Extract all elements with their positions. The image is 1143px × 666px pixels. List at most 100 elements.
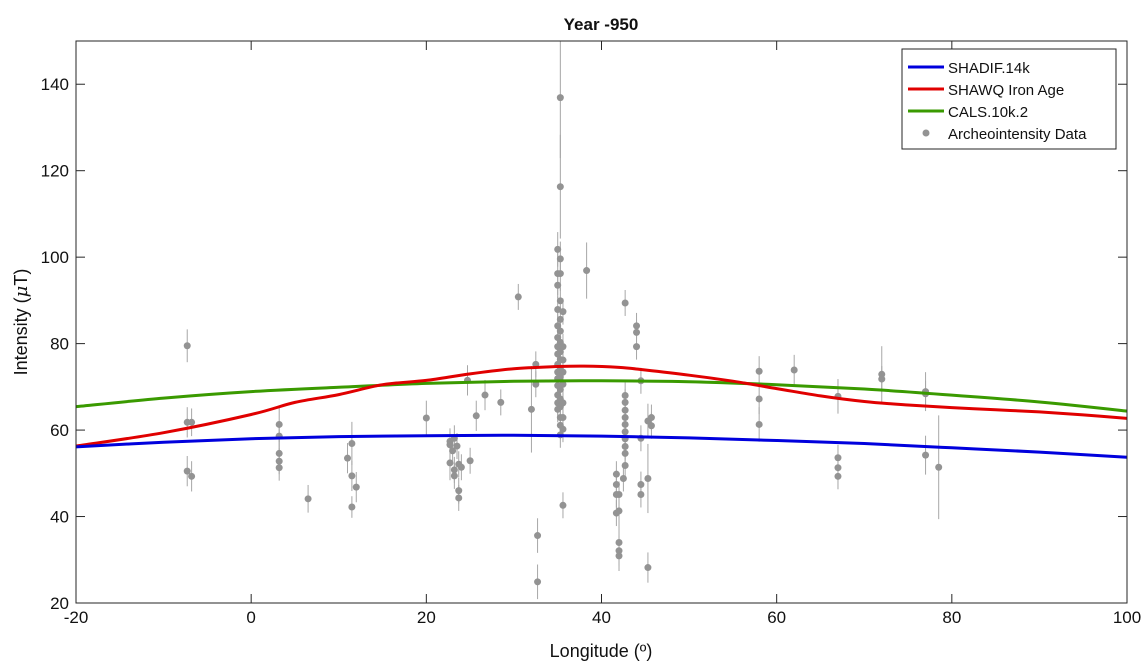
- y-tick-label: 80: [50, 335, 69, 354]
- tick-layer: -20 0 20 40 60 80 100 20 40 60 80 100 120 140: [41, 41, 1141, 627]
- data-point: [554, 245, 562, 253]
- data-point: [559, 414, 567, 422]
- y-axis-label-prefix: Intensity (: [11, 297, 31, 375]
- data-point: [559, 356, 567, 364]
- data-point: [304, 495, 312, 503]
- data-point: [615, 547, 623, 555]
- data-point: [755, 367, 763, 375]
- data-point: [534, 532, 542, 540]
- data-point: [615, 490, 623, 498]
- data-point: [275, 449, 283, 457]
- legend: SHADIF.14k SHAWQ Iron Age CALS.10k.2 Arc…: [901, 48, 1117, 150]
- x-tick-label: 20: [417, 608, 436, 627]
- data-point: [559, 399, 567, 407]
- data-point: [556, 270, 564, 278]
- data-point: [352, 483, 360, 491]
- model-curve-cals: [75, 379, 1128, 413]
- data-point: [481, 391, 489, 399]
- data-point: [621, 443, 629, 451]
- data-point: [619, 474, 627, 482]
- data-point: [633, 328, 641, 336]
- y-tick-label: 40: [50, 508, 69, 527]
- y-tick-label: 140: [41, 75, 69, 94]
- data-point: [621, 414, 629, 422]
- data-point: [455, 487, 463, 495]
- data-point: [450, 466, 458, 474]
- data-point: [497, 398, 505, 406]
- data-point: [556, 183, 564, 191]
- legend-label-shadif: SHADIF.14k: [948, 60, 1030, 77]
- data-point: [834, 464, 842, 472]
- data-point: [621, 449, 629, 457]
- data-point: [534, 578, 542, 586]
- data-point: [834, 454, 842, 462]
- data-point: [583, 267, 591, 275]
- data-point: [559, 368, 567, 376]
- x-tick-label: 100: [1113, 608, 1141, 627]
- data-point: [612, 470, 620, 478]
- data-point: [457, 463, 465, 471]
- data-point: [344, 454, 352, 462]
- data-point: [348, 472, 356, 480]
- y-axis-label-suffix: T): [11, 269, 31, 286]
- data-point: [450, 472, 458, 480]
- data-point: [348, 503, 356, 511]
- data-point: [621, 428, 629, 436]
- data-point: [188, 418, 196, 426]
- data-point: [790, 366, 798, 374]
- legend-swatch-data: [922, 129, 930, 137]
- data-point: [935, 463, 943, 471]
- chart-title: Year -950: [564, 15, 639, 34]
- data-point: [348, 439, 356, 447]
- data-point: [446, 459, 454, 467]
- data-point: [183, 342, 191, 350]
- data-point: [834, 472, 842, 480]
- data-point: [615, 538, 623, 546]
- model-curve-layer: [75, 364, 1128, 459]
- y-tick-label: 20: [50, 594, 69, 613]
- y-tick-label: 60: [50, 421, 69, 440]
- data-point: [559, 343, 567, 351]
- y-axis-label-mu: μ: [11, 286, 32, 298]
- x-tick-label: 0: [246, 608, 255, 627]
- data-point: [527, 405, 535, 413]
- data-point: [559, 501, 567, 509]
- data-point: [621, 299, 629, 307]
- data-point: [559, 380, 567, 388]
- legend-label-shawq: SHAWQ Iron Age: [948, 82, 1064, 99]
- data-point: [554, 281, 562, 289]
- data-point: [188, 472, 196, 480]
- data-point: [644, 474, 652, 482]
- data-point: [556, 255, 564, 263]
- data-point: [878, 375, 886, 383]
- x-tick-label: 60: [767, 608, 786, 627]
- data-point: [556, 327, 564, 335]
- data-point: [621, 391, 629, 399]
- data-point: [644, 564, 652, 572]
- legend-label-cals: CALS.10k.2: [948, 104, 1028, 121]
- data-point: [647, 414, 655, 422]
- data-point: [422, 414, 430, 422]
- data-point: [556, 348, 564, 356]
- x-axis-label: Longitude (º): [550, 641, 653, 661]
- data-point: [554, 322, 562, 330]
- data-point: [621, 398, 629, 406]
- data-point: [647, 422, 655, 430]
- data-point: [612, 481, 620, 489]
- x-tick-label: 40: [592, 608, 611, 627]
- legend-label-data: Archeointensity Data: [948, 126, 1087, 143]
- data-point: [556, 297, 564, 305]
- data-point: [633, 322, 641, 330]
- data-point: [466, 457, 474, 465]
- data-point: [449, 447, 457, 455]
- data-point: [637, 481, 645, 489]
- data-point: [637, 490, 645, 498]
- data-point: [275, 464, 283, 472]
- data-point: [554, 305, 562, 313]
- data-point: [275, 420, 283, 428]
- data-point: [755, 420, 763, 428]
- data-point: [615, 507, 623, 515]
- data-point: [559, 425, 567, 433]
